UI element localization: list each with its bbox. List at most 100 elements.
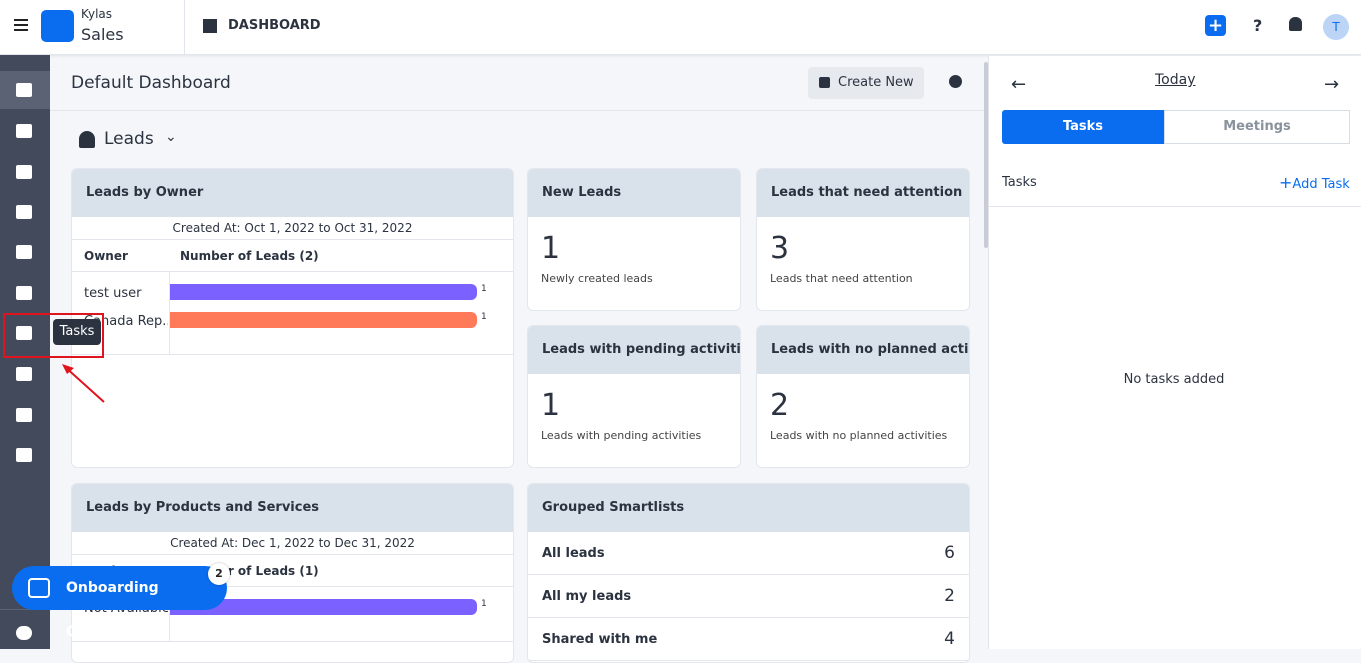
header: Kylas Sales DASHBOARD + ? T	[0, 0, 1361, 55]
bar	[170, 312, 477, 328]
count-card: Leads with pending activiti... 1 Leads wit…	[527, 325, 741, 468]
column-divider	[169, 587, 170, 641]
empty-state: No tasks added	[1123, 372, 1225, 387]
highlight-box	[3, 313, 104, 358]
widget-title: Leads by Owner	[72, 169, 513, 217]
nav-icon[interactable]	[16, 448, 32, 462]
date-range: Created At: Oct 1, 2022 to Oct 31, 2022	[172, 221, 413, 235]
right-panel: ← Today → Tasks Meetings Tasks +Add Task…	[988, 56, 1361, 649]
nav-icon[interactable]	[16, 286, 32, 300]
nav-icon[interactable]	[16, 205, 32, 219]
card-caption: Newly created leads	[541, 272, 653, 285]
settings-icon[interactable]	[16, 626, 32, 640]
bar	[170, 599, 477, 615]
section-title: DASHBOARD	[228, 18, 321, 33]
table-row: test user 1	[72, 284, 513, 312]
nav-icon[interactable]	[16, 165, 32, 179]
nav-icon[interactable]	[16, 83, 32, 97]
lock-icon	[819, 77, 830, 88]
nav-icon[interactable]	[16, 245, 32, 259]
smartlists: Grouped Smartlists All leads 6 All my lead…	[527, 483, 970, 663]
bar-value-label: 1	[481, 312, 487, 322]
card-title: Leads with no planned acti...	[757, 326, 969, 374]
nav-icon[interactable]	[16, 367, 32, 381]
card-title: New Leads	[528, 169, 740, 217]
card-value: 3	[770, 231, 790, 266]
widget: Leads by Products and Services Created A…	[71, 483, 514, 663]
smartlist-count: 6	[944, 543, 955, 563]
add-task[interactable]: +Add Task	[1279, 173, 1350, 192]
scrollbar[interactable]	[984, 62, 988, 248]
gear-icon[interactable]	[949, 75, 962, 88]
chevron[interactable]: ⌄	[165, 129, 177, 145]
bell-icon[interactable]	[1289, 17, 1302, 31]
add-task-label[interactable]: Add Task	[1292, 177, 1350, 192]
nav-icon[interactable]	[16, 124, 32, 138]
divider	[50, 110, 985, 111]
count-card: Leads with no planned acti... 2 Leads with…	[756, 325, 970, 468]
user-icon	[79, 131, 95, 148]
card-value: 1	[541, 231, 561, 266]
row-label: test user	[84, 286, 142, 301]
bar-value-label: 1	[481, 284, 487, 294]
prev-arrow[interactable]: ←	[1011, 74, 1027, 95]
sidebar	[0, 55, 50, 649]
column-header: Owner	[84, 249, 128, 263]
dashboard-title: Default Dashboard	[71, 73, 231, 93]
logo	[41, 10, 74, 42]
card-caption: Leads that need attention	[770, 272, 913, 285]
table-row: Canada Rep... 1	[72, 312, 513, 340]
smartlist-row[interactable]: Shared with me 4	[528, 618, 969, 661]
widget-title: Grouped Smartlists	[528, 484, 969, 532]
arrow	[62, 364, 105, 403]
arrow-head	[62, 364, 74, 374]
card-caption: Leads with no planned activities	[770, 429, 948, 442]
dashboard-icon	[203, 19, 217, 33]
nav-icon[interactable]	[16, 408, 32, 422]
smartlist-label[interactable]: All leads	[542, 546, 605, 561]
bar	[170, 284, 477, 300]
widget-title: Leads by Products and Services	[72, 484, 513, 532]
tab-active[interactable]: Tasks	[1002, 110, 1164, 144]
help-icon[interactable]: ?	[1253, 16, 1263, 35]
avatar[interactable]: T	[1323, 14, 1349, 40]
tab[interactable]: Meetings	[1164, 110, 1350, 144]
badge: 2	[208, 563, 230, 585]
divider	[184, 0, 185, 54]
tooltip: Tasks	[53, 319, 101, 345]
bar-value-label: 1	[481, 599, 487, 609]
card-title: Leads with pending activiti...	[528, 326, 740, 374]
date-range: Created At: Dec 1, 2022 to Dec 31, 2022	[170, 536, 415, 550]
count-card: Leads that need attention 3 Leads that nee…	[756, 168, 970, 311]
onboarding-button[interactable]: Onboarding Checklist	[12, 566, 227, 640]
date-link[interactable]: Today	[1155, 72, 1196, 88]
next-arrow[interactable]: →	[1324, 74, 1340, 95]
smartlist-row[interactable]: All leads 6	[528, 532, 969, 575]
nav-icon[interactable]	[16, 326, 32, 340]
card-title: Leads that need attention	[757, 169, 969, 217]
card-value: 2	[770, 388, 790, 423]
divider	[989, 206, 1361, 207]
smartlist-count: 4	[944, 629, 955, 649]
column-divider	[169, 272, 170, 354]
arrow-line	[63, 365, 105, 403]
column-header: Number of Leads (2)	[180, 249, 319, 263]
card-caption: Leads with pending activities	[541, 429, 702, 442]
count-card: New Leads 1 Newly created leads	[527, 168, 741, 311]
widget: Leads by Owner Created At: Oct 1, 2022 t…	[71, 168, 514, 468]
add-button[interactable]: +	[1205, 15, 1226, 36]
smartlist-label[interactable]: All my leads	[542, 589, 632, 604]
smartlist-row[interactable]: All my leads 2	[528, 575, 969, 618]
entity-selector[interactable]: Leads	[104, 129, 154, 149]
smartlist-count: 2	[944, 586, 955, 606]
smartlist-label[interactable]: Shared with me	[542, 632, 658, 647]
divider	[0, 609, 50, 610]
section-label: Tasks	[1002, 175, 1037, 190]
row-label: Canada Rep...	[84, 314, 168, 329]
card-value: 1	[541, 388, 561, 423]
onboarding-icon	[28, 578, 50, 598]
menu-icon[interactable]	[14, 19, 28, 21]
brand-top: Kylas	[81, 7, 113, 21]
table-body: test user 1 Canada Rep... 1	[72, 272, 513, 355]
